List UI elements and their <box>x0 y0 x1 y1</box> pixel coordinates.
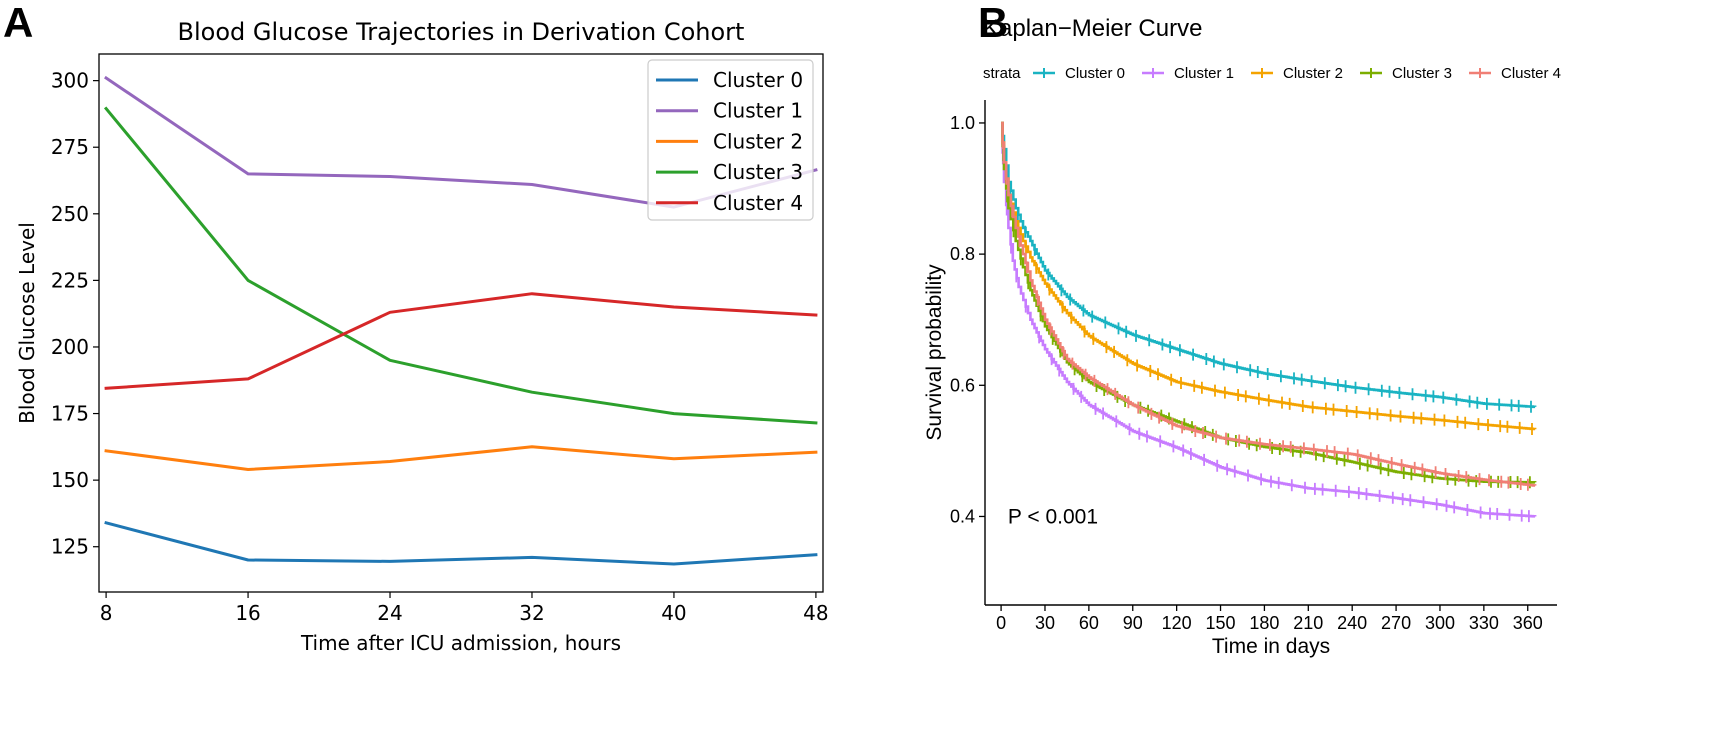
x-tick-label: 16 <box>235 601 260 625</box>
y-tick-label: 225 <box>51 268 89 292</box>
x-tick-label: 24 <box>377 601 402 625</box>
y-tick-label: 250 <box>51 202 89 226</box>
x-tick-label: 8 <box>100 601 113 625</box>
panel-label-a: A <box>3 0 33 46</box>
x-tick-label: 180 <box>1249 613 1279 633</box>
legend-label-cluster-4: Cluster 4 <box>713 191 803 215</box>
legend-label-cluster-2: Cluster 2 <box>713 129 803 153</box>
x-tick-label: 330 <box>1469 613 1499 633</box>
x-tick-label: 30 <box>1035 613 1055 633</box>
y-tick-label: 1.0 <box>950 113 975 133</box>
glucose-trajectory-chart: Blood Glucose Trajectories in Derivation… <box>15 18 829 655</box>
legend-label-cluster-3: Cluster 3 <box>1392 65 1452 82</box>
y-tick-label: 275 <box>51 135 89 159</box>
x-tick-label: 90 <box>1123 613 1143 633</box>
series-line-cluster-3 <box>103 106 818 425</box>
x-tick-label: 40 <box>661 601 686 625</box>
x-tick-label: 360 <box>1513 613 1543 633</box>
legend-label-cluster-0: Cluster 0 <box>713 68 803 92</box>
x-tick-label: 0 <box>996 613 1006 633</box>
x-tick-label: 32 <box>519 601 544 625</box>
km-censor-marks-cluster-3 <box>1002 149 1531 489</box>
x-tick-label: 60 <box>1079 613 1099 633</box>
legend-title: strata <box>983 65 1021 82</box>
kaplan-meier-chart: Kaplan−Meier Curve strata Cluster 0 Cluster… <box>923 15 1561 658</box>
km-curve-cluster-3 <box>1001 121 1537 484</box>
km-curve-cluster-0 <box>1001 121 1537 409</box>
x-tick-label: 240 <box>1337 613 1367 633</box>
x-tick-label: 210 <box>1293 613 1323 633</box>
km-censor-marks-cluster-2 <box>1001 132 1533 435</box>
km-curve-cluster-4 <box>1001 121 1537 487</box>
legend-label-cluster-1: Cluster 1 <box>1174 65 1234 82</box>
y-axis-label: Survival probability <box>923 264 946 441</box>
y-tick-label: 0.8 <box>950 244 975 264</box>
chart-b-title: Kaplan−Meier Curve <box>983 15 1202 42</box>
legend-label-cluster-4: Cluster 4 <box>1501 65 1561 82</box>
panel-label-b: B <box>978 0 1008 46</box>
x-axis-label: Time in days <box>1212 635 1330 658</box>
y-tick-label: 150 <box>51 468 89 492</box>
chart-a-axes-frame <box>98 53 824 593</box>
y-tick-label: 125 <box>51 535 89 559</box>
km-censor-marks-cluster-4 <box>1001 136 1529 491</box>
chart-a-title: Blood Glucose Trajectories in Derivation… <box>178 18 745 46</box>
km-censor-marks-cluster-1 <box>1001 152 1530 523</box>
legend-box <box>647 59 814 221</box>
x-tick-label: 270 <box>1381 613 1411 633</box>
y-tick-label: 175 <box>51 402 89 426</box>
legend-label-cluster-3: Cluster 3 <box>713 160 803 184</box>
y-tick-label: 200 <box>51 335 89 359</box>
series-line-cluster-0 <box>104 520 818 566</box>
legend-label-cluster-1: Cluster 1 <box>713 99 803 123</box>
km-curve-cluster-1 <box>1001 121 1537 518</box>
y-tick-label: 0.6 <box>950 375 975 395</box>
x-tick-label: 150 <box>1206 613 1236 633</box>
y-tick-label: 300 <box>51 69 89 93</box>
p-value-annotation: P < 0.001 <box>1008 505 1098 528</box>
series-line-cluster-4 <box>104 292 818 390</box>
series-line-cluster-2 <box>104 445 818 471</box>
legend-label-cluster-2: Cluster 2 <box>1283 65 1343 82</box>
x-tick-label: 120 <box>1162 613 1192 633</box>
x-tick-label: 300 <box>1425 613 1455 633</box>
y-axis-label: Blood Glucose Level <box>15 222 39 424</box>
x-axis-label: Time after ICU admission, hours <box>300 631 621 655</box>
km-curve-cluster-2 <box>1001 121 1537 431</box>
legend-label-cluster-0: Cluster 0 <box>1065 65 1125 82</box>
x-tick-label: 48 <box>803 601 828 625</box>
y-tick-label: 0.4 <box>950 506 975 526</box>
